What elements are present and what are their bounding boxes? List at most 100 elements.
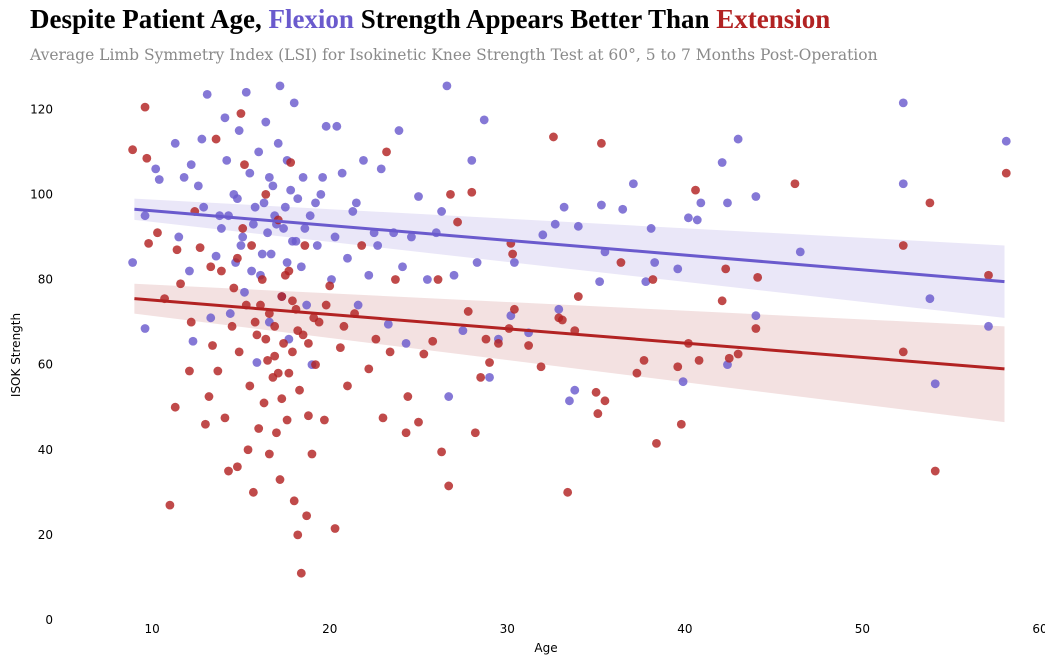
point-extension	[232, 462, 242, 472]
point-extension	[232, 253, 242, 263]
point-flexion	[305, 211, 315, 221]
point-flexion	[280, 202, 290, 212]
point-flexion	[407, 232, 416, 242]
point-flexion	[458, 326, 468, 335]
point-extension	[185, 366, 194, 376]
point-extension	[382, 147, 391, 157]
title-part-2: Strength Appears Better Than	[353, 4, 717, 34]
point-extension	[300, 241, 310, 250]
point-extension	[275, 475, 285, 484]
point-flexion	[291, 236, 301, 246]
point-flexion	[220, 113, 230, 123]
y-tick-label: 0	[45, 613, 53, 627]
point-extension	[144, 238, 153, 248]
point-extension	[335, 343, 345, 353]
point-extension	[648, 275, 658, 284]
point-flexion	[554, 304, 564, 314]
y-tick-label: 120	[30, 102, 53, 116]
point-flexion	[717, 158, 727, 167]
point-flexion	[678, 377, 688, 387]
chart-title: Despite Patient Age, Flexion Strength Ap…	[30, 4, 830, 35]
point-extension	[481, 334, 491, 344]
point-extension	[401, 428, 411, 438]
point-extension	[261, 190, 271, 199]
point-flexion	[311, 198, 320, 208]
point-flexion	[351, 198, 361, 208]
point-extension	[600, 396, 610, 406]
point-flexion	[257, 249, 267, 259]
point-extension	[304, 411, 313, 421]
point-extension	[248, 487, 258, 497]
point-extension	[343, 381, 352, 391]
point-extension	[694, 355, 704, 365]
point-flexion	[261, 117, 271, 127]
point-flexion	[225, 309, 235, 318]
point-extension	[536, 362, 546, 372]
point-flexion	[128, 258, 138, 267]
point-flexion	[170, 138, 180, 148]
point-extension	[414, 417, 423, 427]
point-flexion	[684, 213, 693, 223]
title-flexion: Flexion	[268, 4, 354, 34]
point-extension	[165, 500, 175, 510]
point-extension	[170, 402, 180, 412]
point-extension	[259, 398, 269, 408]
point-flexion	[984, 321, 993, 331]
point-extension	[753, 272, 763, 282]
chart-subtitle: Average Limb Symmetry Index (LSI) for Is…	[30, 46, 878, 64]
point-flexion	[509, 258, 519, 267]
point-flexion	[692, 215, 702, 225]
y-tick-label: 60	[38, 358, 53, 372]
point-flexion	[316, 190, 326, 199]
y-tick-label: 20	[38, 528, 53, 542]
point-flexion	[179, 172, 189, 182]
point-flexion	[723, 198, 732, 208]
point-extension	[330, 524, 340, 533]
point-flexion	[206, 313, 216, 323]
point-extension	[573, 292, 583, 301]
point-extension	[428, 336, 438, 346]
point-extension	[311, 360, 320, 370]
point-extension	[721, 264, 731, 274]
point-flexion	[298, 172, 308, 182]
point-extension	[261, 334, 271, 344]
point-flexion	[337, 168, 347, 178]
point-flexion	[641, 277, 651, 287]
point-extension	[403, 392, 413, 401]
confidence-band-extension	[134, 283, 1005, 423]
point-extension	[284, 368, 294, 378]
point-extension	[391, 275, 400, 284]
point-flexion	[300, 224, 310, 233]
point-extension	[234, 347, 244, 357]
point-extension	[463, 307, 473, 316]
point-extension	[263, 355, 272, 365]
point-flexion	[595, 277, 605, 287]
point-flexion	[383, 319, 393, 329]
point-flexion	[259, 198, 269, 208]
point-extension	[270, 351, 280, 361]
point-extension	[616, 258, 626, 267]
point-flexion	[898, 98, 908, 108]
point-extension	[485, 358, 494, 367]
point-extension	[591, 387, 601, 397]
point-flexion	[250, 202, 260, 212]
point-flexion	[573, 221, 583, 231]
point-flexion	[193, 181, 203, 191]
point-extension	[339, 321, 349, 331]
point-flexion	[245, 168, 255, 178]
point-extension	[437, 447, 446, 457]
point-extension	[467, 187, 477, 197]
point-flexion	[597, 200, 606, 210]
y-tick-label: 80	[38, 273, 53, 287]
point-flexion	[751, 192, 761, 201]
point-extension	[371, 334, 381, 344]
point-extension	[208, 341, 217, 350]
point-extension	[186, 317, 196, 327]
point-extension	[724, 353, 734, 363]
point-flexion	[217, 224, 226, 233]
point-flexion	[628, 179, 638, 189]
point-flexion	[353, 300, 363, 310]
x-tick-label: 40	[677, 622, 692, 636]
point-flexion	[565, 396, 574, 406]
